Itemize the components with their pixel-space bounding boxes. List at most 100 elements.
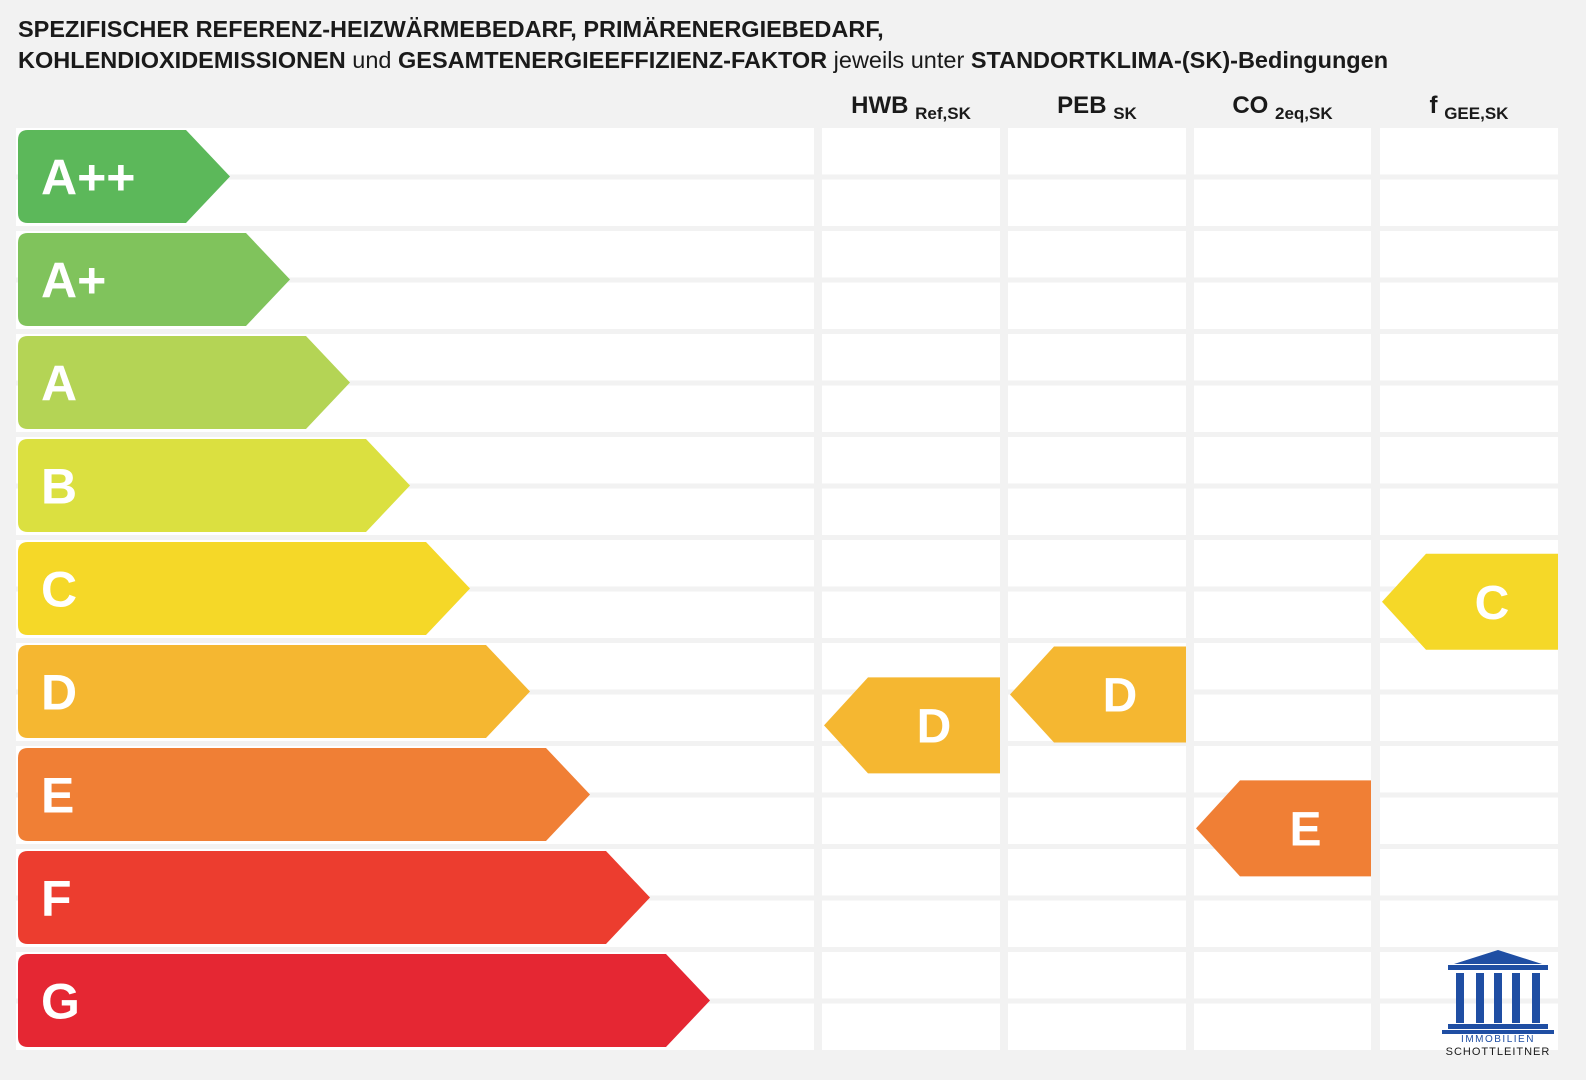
grid-strip <box>1194 900 1371 947</box>
scale-arrow-aplus <box>18 233 290 326</box>
title-jeweils-text: jeweils unter <box>827 47 971 73</box>
grid-strip <box>1008 1003 1186 1050</box>
rating-marker-arrow <box>1382 553 1558 650</box>
grid-strip <box>1008 540 1186 587</box>
rating-marker-label: D <box>1103 670 1138 723</box>
scale-label: A+ <box>41 253 106 309</box>
title-gee-text: GESAMTENERGIEEFFIZIENZ-FAKTOR <box>398 47 828 73</box>
grid-strip <box>1380 746 1558 793</box>
grid-strip <box>1008 952 1186 999</box>
scale-label: D <box>41 665 77 721</box>
rating-marker-arrow <box>1010 646 1186 743</box>
scale-arrow-c <box>18 542 470 635</box>
column-header: f GEE,SK <box>1430 92 1510 123</box>
grid-strip <box>1194 694 1371 741</box>
grid-strip <box>1194 488 1371 535</box>
scale-label: A <box>41 356 77 412</box>
title-line-2: KOHLENDIOXIDEMISSIONEN und GESAMTENERGIE… <box>18 45 1558 76</box>
scale-label: E <box>41 768 74 824</box>
grid-strip <box>1008 797 1186 844</box>
column-header: CO 2eq,SK <box>1232 92 1333 123</box>
grid-strip <box>1380 282 1558 329</box>
grid-strip <box>822 385 1000 432</box>
chart-title: SPEZIFISCHER REFERENZ-HEIZWÄRMEBEDARF, P… <box>18 14 1558 76</box>
grid-strip <box>822 437 1000 484</box>
company-logo: IMMOBILIEN SCHOTTLEITNER <box>1436 948 1560 1070</box>
scale-arrow-g <box>18 954 710 1047</box>
grid-strip <box>1008 488 1186 535</box>
grid-strip <box>1194 282 1371 329</box>
grid-strip <box>1008 437 1186 484</box>
grid-strip <box>1380 231 1558 278</box>
grid-strip <box>1008 128 1186 175</box>
scale-label: A++ <box>41 150 136 206</box>
column-headers: HWB Ref,SK PEB SK CO 2eq,SK f GEE,SK <box>851 92 1509 123</box>
grid-strip <box>1194 1003 1371 1050</box>
grid-strip <box>1008 849 1186 896</box>
grid-strip <box>1380 643 1558 690</box>
grid-strip <box>1380 694 1558 741</box>
grid-strip <box>1380 179 1558 226</box>
grid-strip <box>822 797 1000 844</box>
grid-strip <box>1380 797 1558 844</box>
scale-arrow-d <box>18 645 530 738</box>
column-header: HWB Ref,SK <box>851 92 971 123</box>
grid-strip <box>1194 952 1371 999</box>
scale-arrow-a <box>18 336 350 429</box>
rating-marker-label: E <box>1289 803 1321 856</box>
grid-strip <box>822 900 1000 947</box>
logo-text-immobilien: IMMOBILIEN <box>1461 1034 1535 1045</box>
scale-arrow-e <box>18 748 590 841</box>
grid-strip <box>1008 334 1186 381</box>
rating-marker-arrow <box>1196 780 1371 877</box>
scale-label: B <box>41 459 77 515</box>
grid-strip <box>1008 231 1186 278</box>
grid-strip <box>822 540 1000 587</box>
scale-arrow-aplusplus <box>18 130 230 223</box>
rating-marker-label: C <box>1475 577 1510 630</box>
grid-strip <box>822 282 1000 329</box>
grid-strip <box>1194 385 1371 432</box>
grid-strip <box>822 488 1000 535</box>
title-co2-text: KOHLENDIOXIDEMISSIONEN <box>18 47 346 73</box>
grid-strip <box>1008 179 1186 226</box>
scale-label: C <box>41 562 77 618</box>
title-sk-text: STANDORTKLIMA-(SK)-Bedingungen <box>970 47 1389 73</box>
title-line-1: SPEZIFISCHER REFERENZ-HEIZWÄRMEBEDARF, P… <box>18 16 884 42</box>
grid-strip <box>822 591 1000 638</box>
scale-label: G <box>41 974 80 1030</box>
grid-strip <box>1008 746 1186 793</box>
grid-strip <box>1380 128 1558 175</box>
title-und-text: und <box>345 47 399 73</box>
grid-strip <box>822 334 1000 381</box>
grid-strip <box>1194 128 1371 175</box>
scale-arrow-b <box>18 439 410 532</box>
grid-strip <box>1194 643 1371 690</box>
grid-strip <box>1380 385 1558 432</box>
grid-strip <box>822 128 1000 175</box>
temple-logo-icon <box>1442 950 1554 1034</box>
rating-marker-label: D <box>917 700 952 753</box>
grid-strip <box>1194 334 1371 381</box>
grid-strip <box>1380 437 1558 484</box>
grid-strip <box>822 179 1000 226</box>
logo-text-schottleitner: SCHOTTLEITNER <box>1445 1046 1551 1058</box>
grid-strip <box>1194 540 1371 587</box>
grid-strip <box>1008 591 1186 638</box>
grid-strip <box>822 849 1000 896</box>
grid-strip <box>1008 385 1186 432</box>
column-header: PEB SK <box>1057 92 1137 123</box>
grid-strip <box>822 231 1000 278</box>
rating-marker-arrow <box>824 677 1000 774</box>
grid-strip <box>1380 900 1558 947</box>
grid-strip <box>1008 282 1186 329</box>
grid-strip <box>1008 900 1186 947</box>
grid-strip <box>1380 488 1558 535</box>
grid-strip <box>822 1003 1000 1050</box>
grid-strip <box>1194 591 1371 638</box>
scale-arrow-f <box>18 851 650 944</box>
grid-strip <box>822 952 1000 999</box>
grid-strip <box>1194 231 1371 278</box>
